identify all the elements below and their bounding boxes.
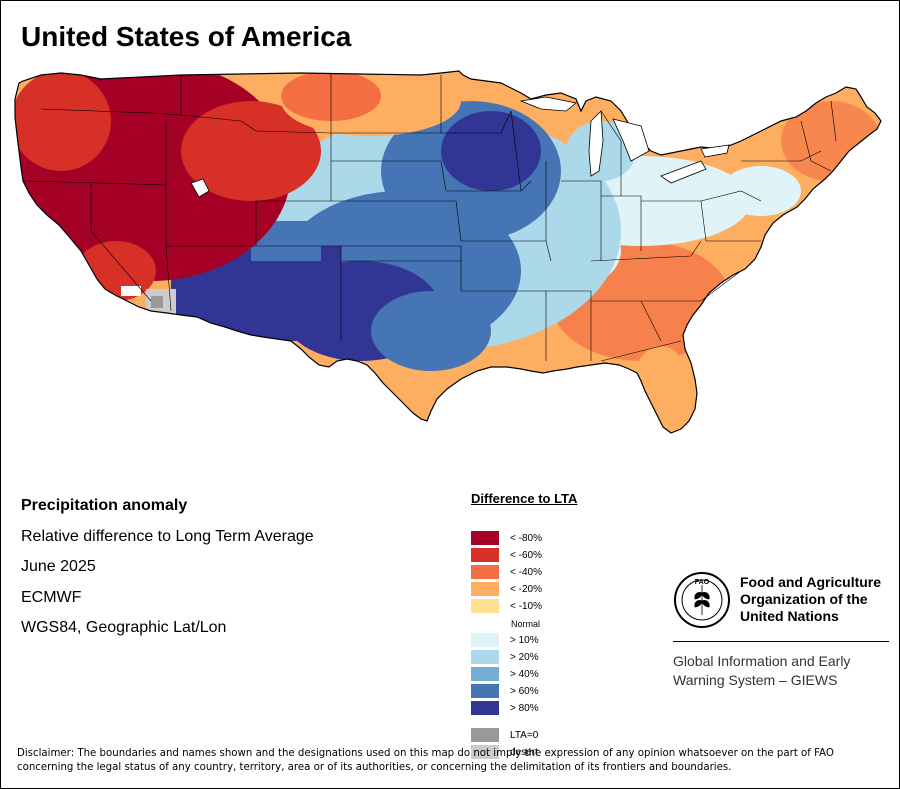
legend-label: LTA=0 (510, 729, 539, 741)
legend-item: desert (471, 744, 538, 760)
legend-item: > 80% (471, 700, 539, 716)
legend-item: > 60% (471, 683, 539, 699)
legend-label: Normal (511, 619, 541, 629)
disclaimer: Disclaimer: The boundaries and names sho… (17, 748, 834, 773)
legend-swatch (471, 701, 499, 715)
legend-label: < -80% (510, 532, 542, 544)
legend-label: < -10% (510, 600, 542, 612)
fao-logo-icon: FAO (674, 572, 730, 628)
legend-swatch (471, 667, 499, 681)
divider (673, 641, 889, 642)
legend-item: < -60% (471, 547, 542, 563)
info-projection: WGS84, Geographic Lat/Lon (21, 619, 227, 636)
state-boundaries (22, 73, 837, 362)
legend-item: < -40% (471, 564, 542, 580)
legend-item: < -80% (471, 530, 542, 546)
map-title: United States of America (21, 21, 352, 52)
legend-label: < -60% (510, 549, 542, 561)
legend-swatch (471, 565, 499, 579)
legend-swatch (471, 531, 499, 545)
fao-name: Food and Agriculture Organization of the… (740, 574, 882, 624)
precipitation-map (14, 70, 882, 434)
legend-label: < -20% (510, 583, 542, 595)
legend-swatch (471, 728, 499, 742)
legend-label: < -40% (510, 566, 542, 578)
legend-label: > 20% (510, 651, 539, 663)
legend-label: > 10% (510, 634, 539, 646)
giews-name: Global Information and Early Warning Sys… (673, 653, 851, 688)
legend-label: > 40% (510, 668, 539, 680)
legend-swatch (471, 745, 499, 759)
legend-item: < -10% (471, 598, 542, 614)
legend-label: desert (510, 746, 538, 758)
legend-swatch (471, 684, 499, 698)
info-source: ECMWF (21, 589, 82, 606)
info-subtitle: Relative difference to Long Term Average (21, 528, 314, 545)
legend-title: Difference to LTA (471, 491, 578, 506)
legend-label: > 80% (510, 702, 539, 714)
legend-item: > 10% (471, 632, 539, 648)
legend-item: > 40% (471, 666, 539, 682)
legend-item: < -20% (471, 581, 542, 597)
legend-item: LTA=0 (471, 727, 538, 743)
legend-swatch (471, 548, 499, 562)
info-title: Precipitation anomaly (21, 497, 188, 514)
great-lakes (190, 96, 730, 198)
legend-swatch (471, 582, 499, 596)
legend: Difference to LTA < -80% < -60% < -40% < -2… (471, 491, 651, 759)
svg-text:FAO: FAO (695, 579, 710, 586)
legend-swatch (471, 633, 499, 647)
legend-label: > 60% (510, 685, 539, 697)
legend-swatch (471, 599, 499, 613)
legend-item: > 20% (471, 649, 539, 665)
legend-swatch (471, 650, 499, 664)
info-date: June 2025 (21, 558, 96, 575)
